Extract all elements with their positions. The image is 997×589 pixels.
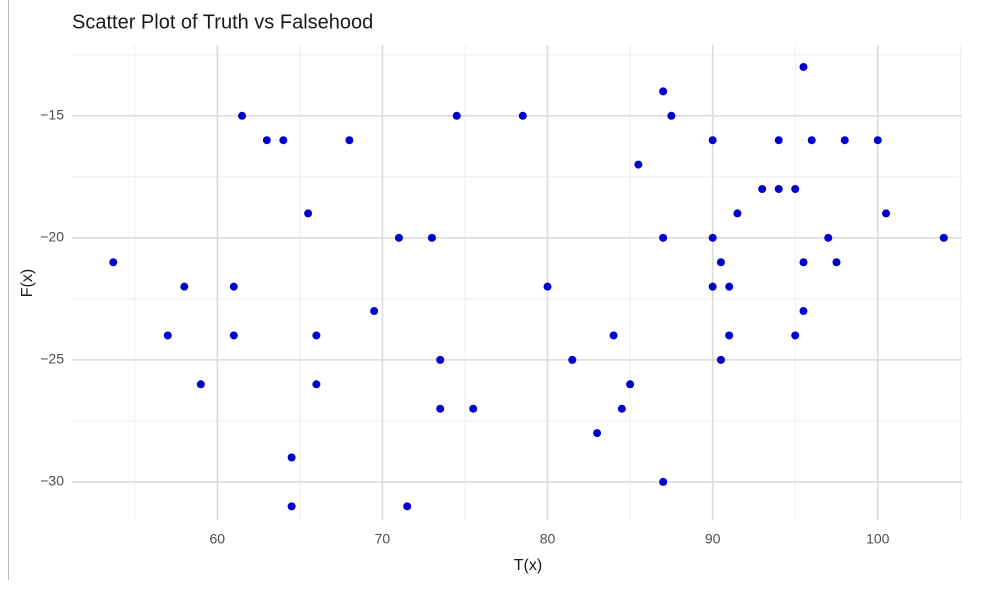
y-tick-label: −20	[40, 229, 64, 245]
point	[791, 331, 800, 340]
x-tick-label: 70	[375, 531, 391, 547]
point	[287, 502, 296, 511]
point	[452, 111, 461, 120]
x-tick-label: 90	[705, 531, 721, 547]
point	[229, 331, 238, 340]
point	[659, 87, 668, 96]
point	[370, 307, 379, 316]
point	[436, 355, 445, 364]
point	[229, 282, 238, 291]
x-tick-label: 80	[540, 531, 556, 547]
y-tick-label: −30	[40, 473, 64, 489]
point	[287, 453, 296, 462]
point	[163, 331, 172, 340]
point	[758, 185, 767, 194]
point	[708, 282, 717, 291]
point	[774, 185, 783, 194]
point	[617, 404, 626, 413]
point	[436, 404, 445, 413]
point	[733, 209, 742, 218]
point	[939, 233, 948, 242]
point	[593, 429, 602, 438]
point	[238, 111, 247, 120]
point	[634, 160, 643, 169]
point	[799, 307, 808, 316]
point	[824, 233, 833, 242]
point	[840, 136, 849, 145]
point	[427, 233, 436, 242]
point	[659, 233, 668, 242]
x-tick-label: 100	[866, 531, 890, 547]
point	[626, 380, 635, 389]
point	[807, 136, 816, 145]
point	[312, 380, 321, 389]
point	[609, 331, 618, 340]
point	[667, 111, 676, 120]
point	[394, 233, 403, 242]
point	[725, 282, 734, 291]
x-axis-label: T(x)	[514, 557, 542, 574]
point	[725, 331, 734, 340]
point	[799, 258, 808, 267]
point	[345, 136, 354, 145]
y-tick-label: −15	[40, 106, 64, 122]
point	[403, 502, 412, 511]
point	[716, 258, 725, 267]
point	[518, 111, 527, 120]
point	[469, 404, 478, 413]
point	[708, 136, 717, 145]
point	[109, 258, 118, 267]
point	[716, 355, 725, 364]
point	[774, 136, 783, 145]
point	[312, 331, 321, 340]
point	[568, 355, 577, 364]
point	[659, 477, 668, 486]
point	[799, 62, 808, 71]
point	[832, 258, 841, 267]
point	[180, 282, 189, 291]
point	[873, 136, 882, 145]
point	[279, 136, 288, 145]
point	[791, 185, 800, 194]
chart-title: Scatter Plot of Truth vs Falsehood	[72, 11, 373, 33]
y-axis-label: F(x)	[19, 269, 36, 297]
point	[304, 209, 313, 218]
point	[196, 380, 205, 389]
point	[882, 209, 891, 218]
point	[708, 233, 717, 242]
point	[262, 136, 271, 145]
x-tick-label: 60	[210, 531, 226, 547]
point	[543, 282, 552, 291]
y-tick-label: −25	[40, 351, 64, 367]
